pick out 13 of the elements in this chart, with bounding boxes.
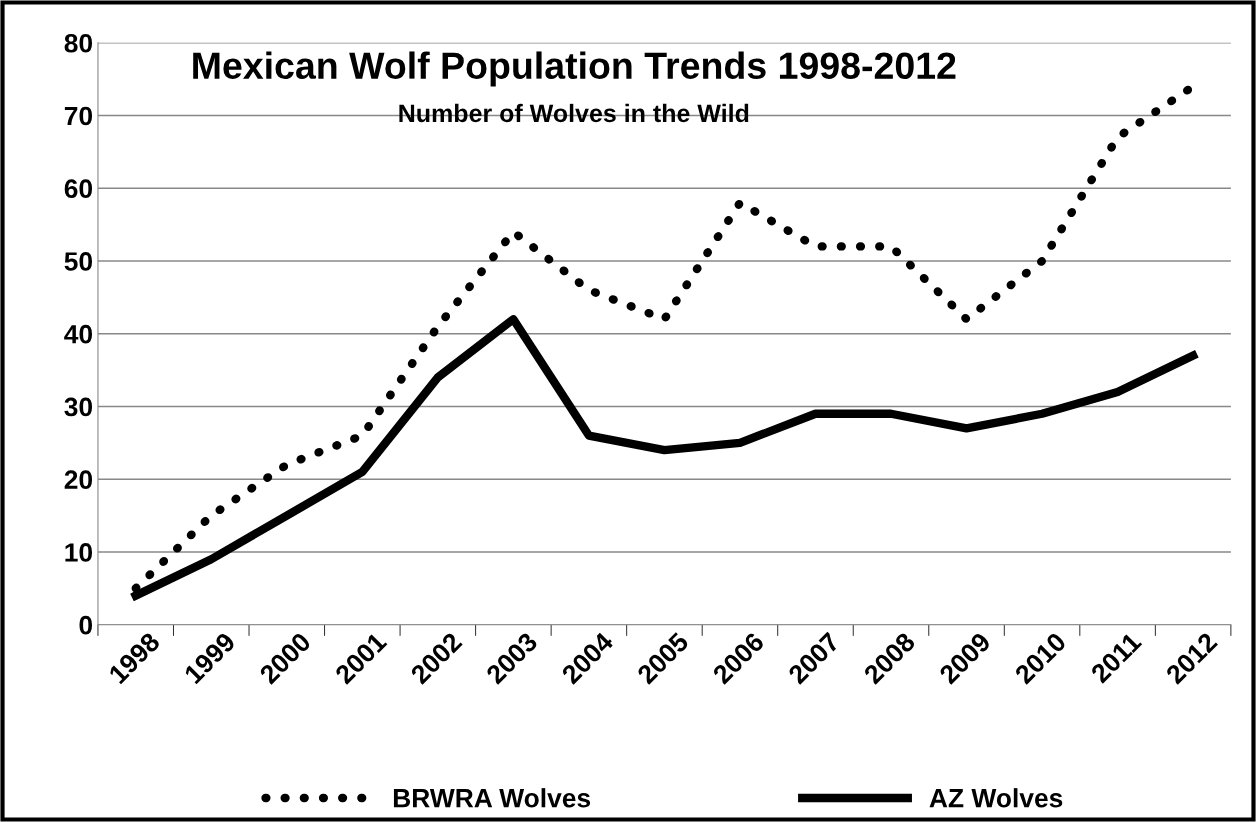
y-tick-label: 60 bbox=[64, 179, 93, 199]
y-tick-label: 40 bbox=[64, 324, 93, 344]
y-tick-label: 30 bbox=[64, 397, 93, 417]
legend-label: BRWRA Wolves bbox=[393, 788, 591, 808]
chart-title: Mexican Wolf Population Trends 1998-2012 bbox=[193, 51, 956, 87]
y-tick-label: 80 bbox=[64, 33, 93, 53]
legend-label: AZ Wolves bbox=[929, 788, 1063, 808]
y-tick-label: 0 bbox=[79, 615, 93, 635]
text: Number of Wolves in the Wild bbox=[399, 103, 749, 123]
y-tick-label: 10 bbox=[65, 543, 93, 562]
y-tick-label: 50 bbox=[64, 252, 93, 271]
y-tick-label: 20 bbox=[64, 470, 93, 490]
y-tick-label: 70 bbox=[64, 106, 93, 126]
